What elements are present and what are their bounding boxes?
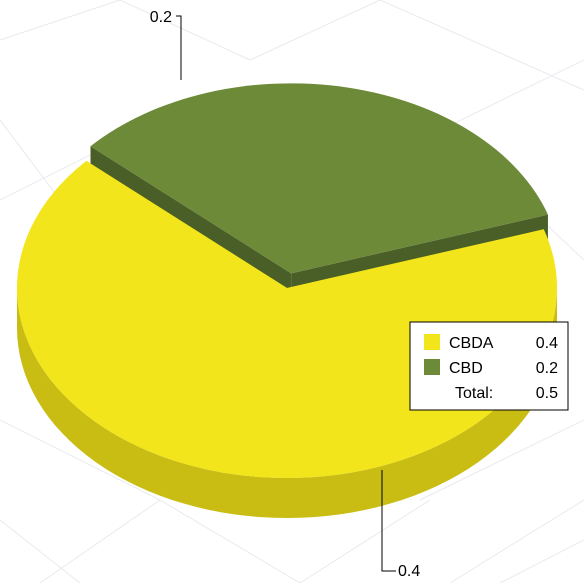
slice-top-face xyxy=(90,83,548,274)
legend-label-cbda: CBDA xyxy=(449,335,494,352)
background-line xyxy=(249,0,381,61)
background-line xyxy=(39,499,161,583)
background-line xyxy=(419,419,584,501)
legend-swatch-cbd xyxy=(424,359,440,375)
legend-value-cbda: 0.4 xyxy=(536,335,558,352)
legend-total-label: Total: xyxy=(455,385,493,402)
leader-line-cbd xyxy=(176,15,182,80)
background-line xyxy=(159,499,301,583)
background-line xyxy=(0,419,161,501)
background-line xyxy=(0,519,81,583)
value-label-cbda: 0.4 xyxy=(398,563,420,580)
value-label-cbd: 0.2 xyxy=(150,9,172,26)
background-line xyxy=(0,0,121,41)
pie-plot xyxy=(16,83,557,518)
background-line xyxy=(449,499,584,583)
background-line xyxy=(299,499,431,583)
slice-outer-wall xyxy=(17,288,557,518)
legend-total-value: 0.5 xyxy=(536,385,558,402)
background-line xyxy=(119,0,251,61)
legend-swatch-cbda xyxy=(424,334,440,350)
background-line xyxy=(379,0,584,91)
background-line xyxy=(499,539,584,583)
background-line xyxy=(0,119,61,201)
legend-label-cbd: CBD xyxy=(449,360,483,377)
legend: CBDA 0.4 CBD 0.2 Total: 0.5 xyxy=(409,321,569,411)
leader-line-cbda xyxy=(381,470,396,572)
slice-labels: 0.4 0.2 xyxy=(150,9,421,580)
legend-value-cbd: 0.2 xyxy=(536,360,558,377)
